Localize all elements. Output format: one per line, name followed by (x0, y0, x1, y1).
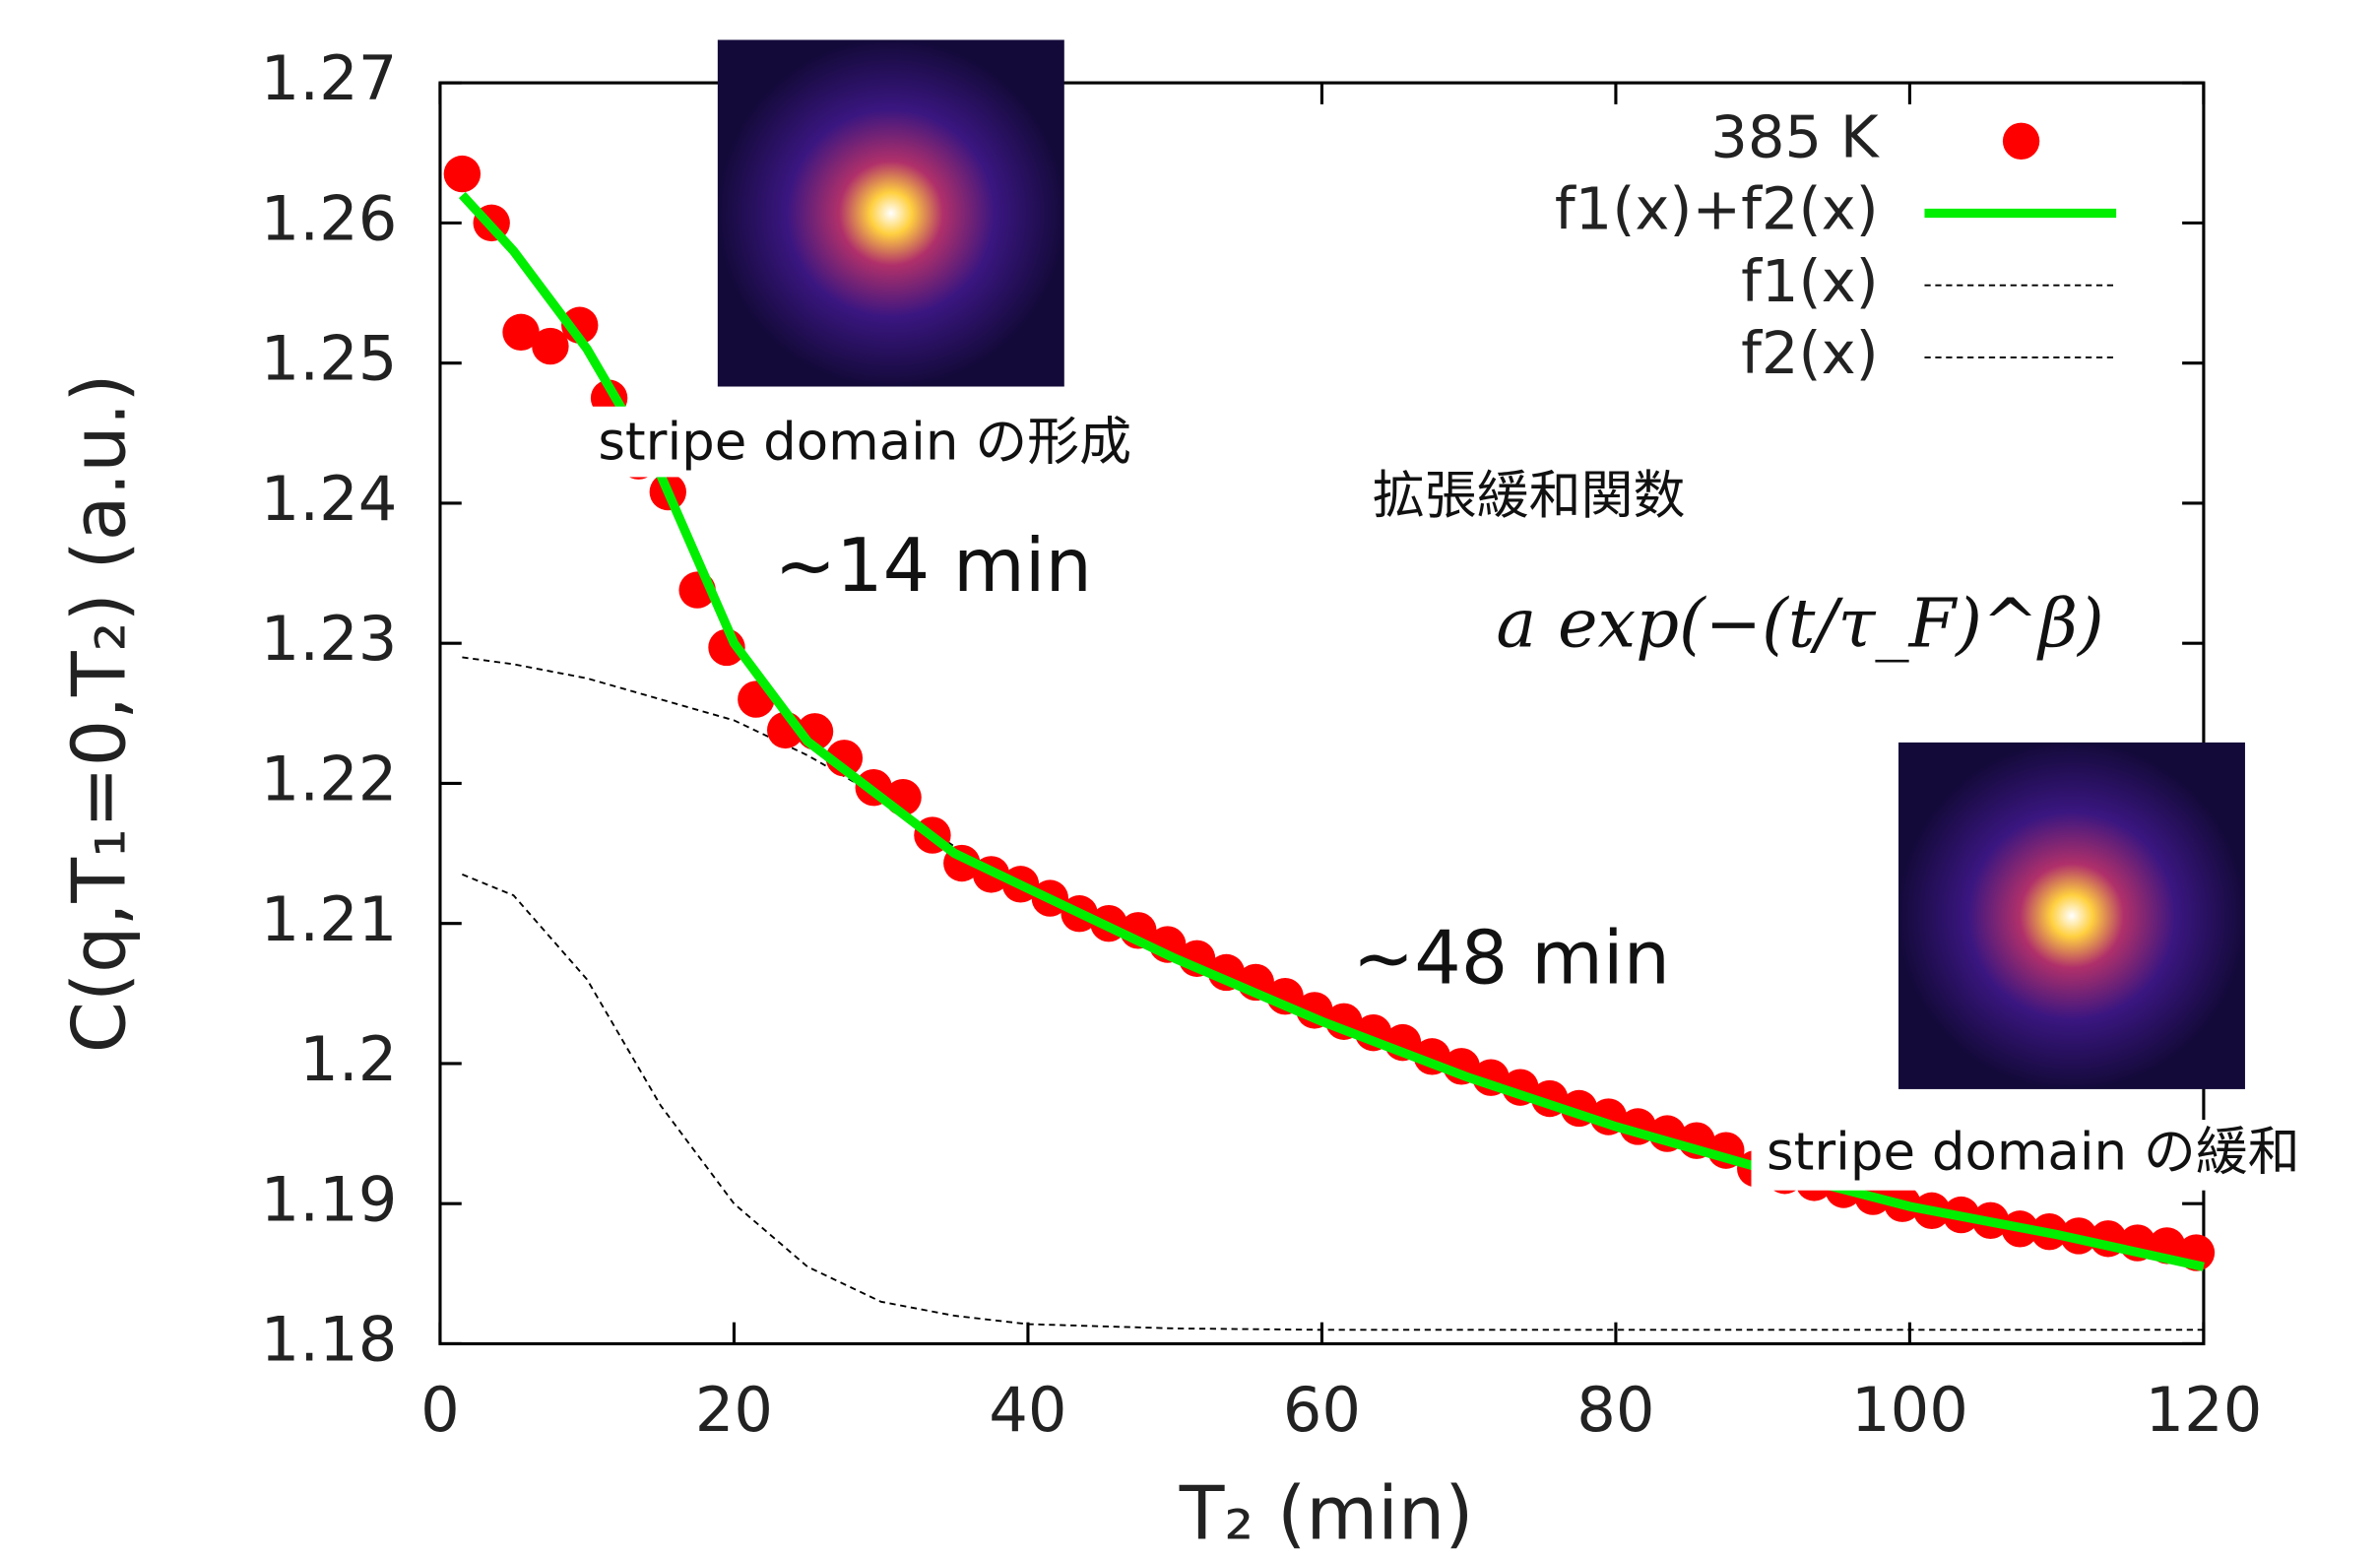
x-tick-label: 20 (695, 1374, 773, 1446)
annotation: ~14 min (774, 523, 1091, 609)
y-tick-label: 1.23 (261, 603, 398, 675)
y-tick-label: 1.18 (261, 1304, 398, 1376)
y-tick-label: 1.21 (261, 883, 398, 955)
y-tick-label: 1.24 (261, 463, 398, 535)
annotation: a exp(−(t/τ_F)^β) (1496, 585, 2103, 664)
x-tick-label: 40 (989, 1374, 1066, 1446)
x-tick-label: 80 (1576, 1374, 1654, 1446)
annotation: stripe domain の形成 (598, 412, 1131, 472)
data-point (444, 156, 481, 192)
x-tick-label: 60 (1283, 1374, 1361, 1446)
inset-image (1898, 743, 2245, 1089)
legend-label: f1(x) (1741, 247, 1879, 315)
x-tick-label: 120 (2145, 1374, 2262, 1446)
annotation: ~48 min (1353, 916, 1670, 1002)
data-point (532, 328, 568, 364)
y-tick-label: 1.25 (261, 323, 398, 395)
legend-label: f1(x)+f2(x) (1555, 175, 1879, 243)
y-tick-label: 1.2 (299, 1023, 397, 1095)
y-tick-label: 1.22 (261, 744, 398, 815)
annotation: stripe domain の緩和 (1767, 1123, 2300, 1183)
legend-label: 385 K (1710, 102, 1881, 170)
x-tick-label: 100 (1851, 1374, 1968, 1446)
y-tick-label: 1.27 (261, 42, 398, 114)
x-tick-label: 0 (420, 1374, 460, 1446)
annotation: 拡張緩和関数 (1373, 466, 1686, 526)
inset-image (718, 39, 1064, 386)
y-tick-label: 1.26 (261, 182, 398, 254)
y-tick-label: 1.19 (261, 1163, 398, 1235)
x-axis-label: T₂ (min) (1179, 1471, 1474, 1557)
legend-label: f2(x) (1741, 319, 1879, 387)
y-axis-label: C(q,T₁=0,T₂) (a.u.) (56, 373, 142, 1053)
page: {"chart_data":{"type":"scatter", "xlabel… (0, 0, 2380, 1557)
chart: 1.18 1.19 1.2 1.21 1.22 1.23 1.24 1.25 1.26 1.27 0… (0, 0, 2380, 1557)
legend-marker (2003, 123, 2039, 160)
